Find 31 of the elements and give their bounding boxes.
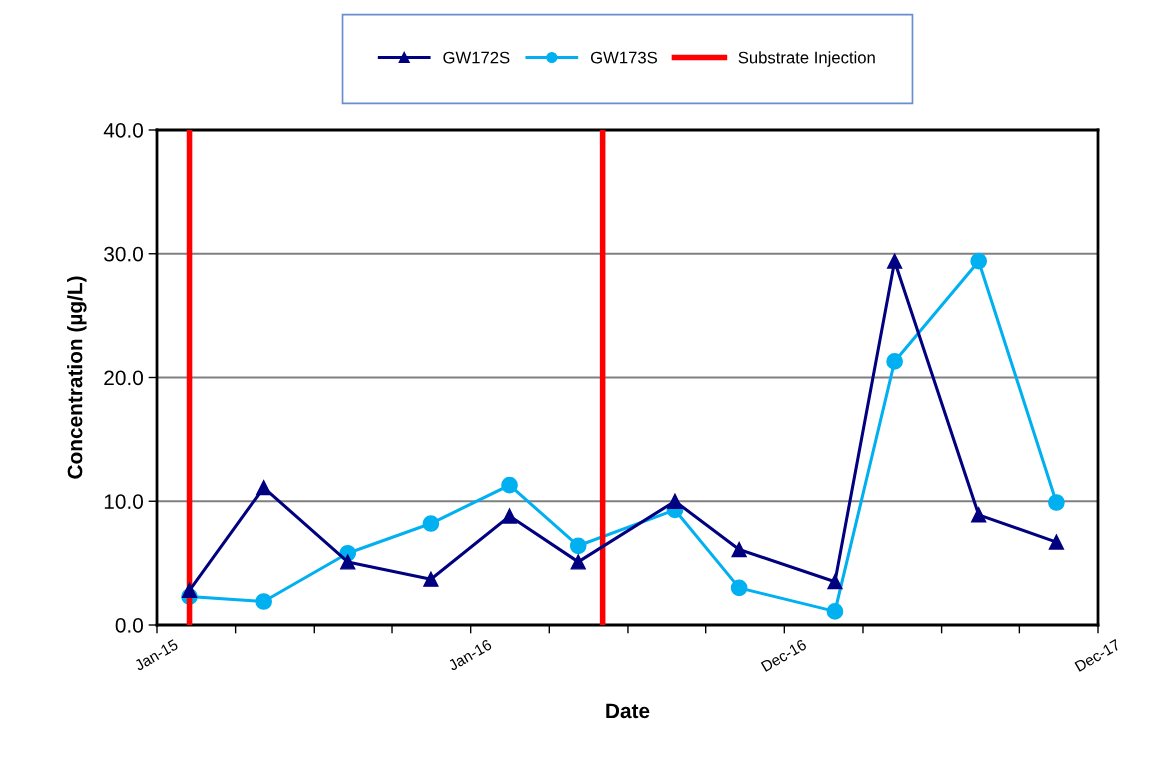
point [256, 479, 272, 496]
legend-label: GW172S [443, 51, 510, 64]
point [569, 537, 587, 555]
point [340, 554, 356, 570]
point [422, 515, 440, 532]
point [826, 603, 844, 620]
point [501, 476, 518, 494]
point [886, 253, 903, 269]
legend-label: Substrate Injection [738, 51, 875, 67]
point [255, 593, 272, 610]
point [971, 507, 987, 523]
point [730, 579, 748, 597]
x-axis-title: Date [606, 703, 650, 719]
point [423, 571, 439, 587]
y-tick-label: 0.0 [115, 618, 143, 633]
y-tick-label: 40.0 [103, 123, 143, 138]
point [886, 353, 903, 370]
point [827, 574, 843, 590]
point [570, 554, 586, 570]
point [181, 582, 198, 598]
legend-label: GW173S [590, 51, 657, 64]
y-tick-label: 10.0 [104, 494, 143, 509]
point [667, 493, 683, 509]
point [970, 252, 988, 270]
point [1048, 494, 1065, 511]
y-tick-label: 30.0 [104, 246, 143, 262]
point [501, 508, 518, 524]
point [1048, 534, 1065, 550]
y-axis-title: Concentration (µg/L) [67, 276, 87, 479]
point [731, 541, 747, 558]
y-tick-label: 20.0 [104, 370, 143, 386]
